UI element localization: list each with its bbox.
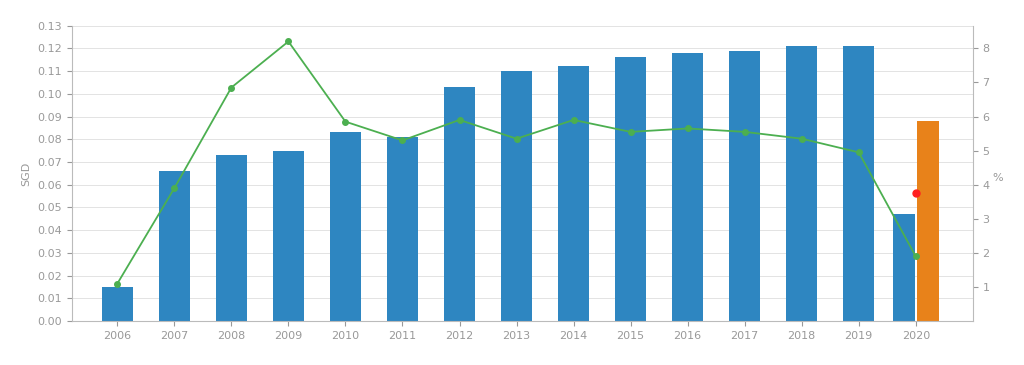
Bar — [672, 53, 703, 321]
Bar — [216, 155, 247, 321]
Bar — [443, 87, 475, 321]
Bar — [330, 132, 361, 321]
Bar — [916, 121, 939, 321]
Bar — [558, 66, 589, 321]
Bar — [101, 287, 133, 321]
Bar — [272, 151, 304, 321]
Bar — [893, 214, 914, 321]
Y-axis label: %: % — [992, 173, 1004, 183]
Y-axis label: SGD: SGD — [22, 161, 32, 185]
Bar — [843, 46, 874, 321]
Bar — [615, 57, 646, 321]
Bar — [786, 46, 817, 321]
Bar — [387, 137, 418, 321]
Bar — [159, 171, 190, 321]
Bar — [501, 71, 532, 321]
Bar — [729, 51, 761, 321]
